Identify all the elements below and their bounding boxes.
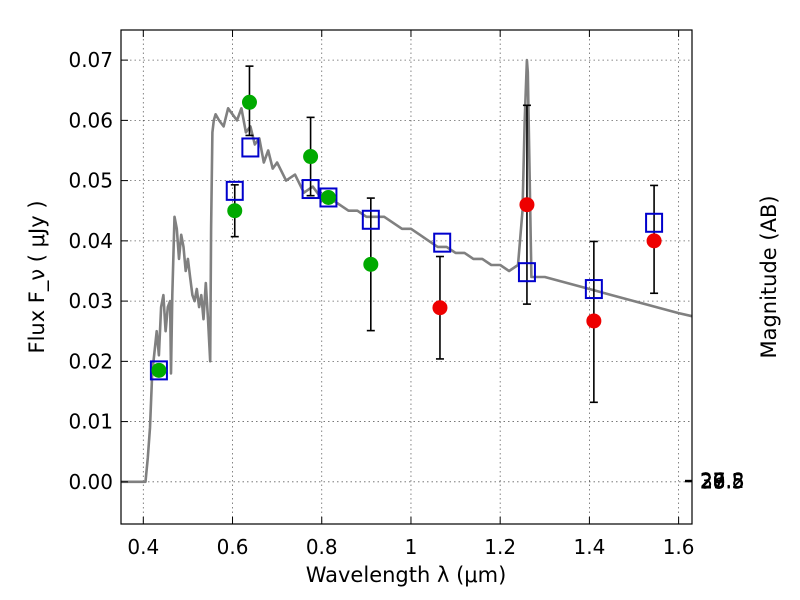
x-tick-label: 0.4 <box>127 535 159 559</box>
y2-tick-label: 28.5 <box>700 470 745 494</box>
y-tick-label: 0.06 <box>68 108 113 132</box>
x-tick-label: 0.8 <box>306 535 338 559</box>
observed-flux-point <box>586 313 602 329</box>
x-tick-label: 1.6 <box>663 535 695 559</box>
y2-tick-label: 28 <box>700 469 725 493</box>
x-tick-label: 1 <box>405 535 418 559</box>
observed-flux-point <box>151 362 167 378</box>
model-photometry-square <box>319 187 338 208</box>
observed-flux-point <box>320 189 336 205</box>
x-tick-label: 1.2 <box>484 535 516 559</box>
observed-flux-point <box>227 203 243 219</box>
model-photometry-square <box>361 209 380 230</box>
y2-tick-label: 30 <box>700 470 725 494</box>
y-tick-label: 0.02 <box>68 349 113 373</box>
y-tick-label: 0.07 <box>68 48 113 72</box>
y2-tick-label: 27.2 <box>700 469 745 493</box>
x-tick-label: 1.4 <box>573 535 605 559</box>
observed-flux-point <box>519 197 535 213</box>
observed-flux-point <box>363 256 379 272</box>
model-spectrum-line <box>121 58 693 484</box>
markers-layer <box>149 94 664 381</box>
model-photometry-square <box>301 179 320 200</box>
y2-tick-label: 29 <box>700 470 725 494</box>
y-tick-label: 0.04 <box>68 229 113 253</box>
model-photometry-square <box>149 360 168 381</box>
model-photometry-square <box>225 180 244 201</box>
y-tick-label: 0.03 <box>68 289 113 313</box>
observed-flux-point <box>432 300 448 316</box>
y2-tick-label: 26.8 <box>700 468 745 492</box>
y-tick-label: 0.01 <box>68 410 113 434</box>
model-spectrum-layer <box>121 58 693 484</box>
model-photometry-square <box>241 137 260 158</box>
model-photometry-square <box>645 212 664 233</box>
x-axis-label: Wavelength λ (μm) <box>306 563 507 587</box>
y-axis-label: Flux F_ν ( μJy ) <box>25 200 50 353</box>
observed-flux-point <box>241 94 257 110</box>
observed-flux-point <box>303 149 319 165</box>
y-tick-label: 0.05 <box>68 169 113 193</box>
y-tick-label: 0.00 <box>68 470 113 494</box>
y2-tick-label: 27.5 <box>700 469 745 493</box>
plot-frame <box>120 29 693 525</box>
observed-flux-point <box>646 233 662 249</box>
model-photometry-square <box>517 262 536 283</box>
x-tick-label: 0.6 <box>217 535 249 559</box>
y2-axis-label: Magnitude (AB) <box>757 195 781 358</box>
grid-lines <box>121 30 692 524</box>
model-photometry-square <box>433 232 452 253</box>
model-photometry-square <box>584 279 603 300</box>
ticks-layer: 0.4 0.6 0.8 1 1.2 1.4 1.6 0.00 0.01 0.02 0.03 0.04 0… <box>68 30 745 559</box>
y2-tick-label: 27 <box>700 469 725 493</box>
